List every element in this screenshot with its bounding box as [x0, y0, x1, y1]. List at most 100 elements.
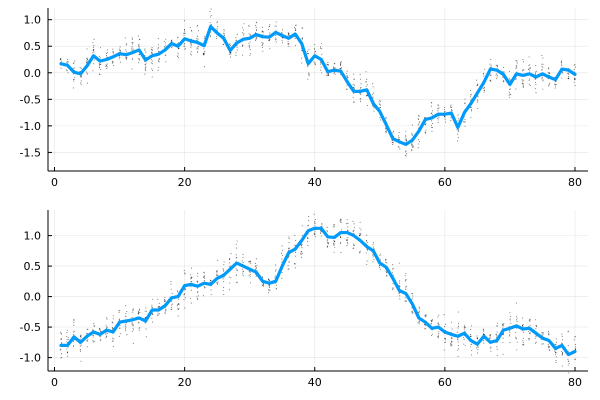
top-sample-point: [430, 112, 432, 115]
bottom-sample-point: [528, 330, 530, 332]
bottom-sample-point: [152, 298, 154, 300]
top-sample-point: [398, 139, 400, 141]
top-sample-point: [457, 129, 460, 131]
bottom-sample-point: [235, 268, 237, 270]
top-sample-point: [379, 100, 381, 102]
top-sample-point: [321, 48, 323, 50]
top-sample-point: [542, 57, 544, 59]
top-sample-point: [542, 80, 544, 82]
top-sample-point: [529, 84, 531, 86]
bottom-sample-point: [404, 275, 406, 277]
top-sample-point: [515, 68, 517, 70]
bottom-sample-point: [516, 349, 518, 351]
bottom-sample-point: [424, 324, 426, 326]
bottom-sample-point: [137, 311, 139, 313]
top-sample-point: [112, 51, 115, 53]
bottom-sample-point: [451, 338, 453, 340]
top-sample-point: [417, 118, 419, 120]
top-sample-point: [405, 150, 407, 152]
top-sample-point: [451, 110, 453, 112]
top-sample-point: [419, 121, 421, 123]
top-y-tick-label: -1.5: [20, 146, 41, 159]
top-sample-point: [464, 102, 466, 104]
bottom-sample-point: [555, 341, 557, 344]
top-sample-point: [359, 87, 362, 89]
bottom-sample-point: [450, 321, 452, 323]
top-sample-point: [210, 36, 212, 38]
bottom-sample-point: [346, 239, 348, 242]
top-sample-point: [314, 63, 316, 65]
top-sample-point: [105, 53, 108, 55]
bottom-sample-point: [496, 335, 498, 337]
top-sample-point: [112, 60, 114, 62]
top-sample-point: [555, 84, 557, 86]
top-sample-point: [125, 51, 128, 53]
bottom-sample-point: [502, 353, 504, 355]
bottom-sample-point: [502, 342, 504, 344]
top-sample-point: [307, 78, 309, 80]
bottom-sample-point: [535, 319, 537, 321]
top-sample-point: [425, 129, 427, 131]
top-sample-point: [255, 37, 258, 40]
top-sample-point: [450, 109, 453, 111]
top-sample-point: [418, 115, 420, 117]
bottom-sample-point: [73, 320, 75, 322]
bottom-sample-point: [554, 354, 557, 356]
bottom-sample-point: [471, 349, 473, 352]
bottom-sample-point: [502, 325, 504, 327]
top-sample-point: [177, 43, 179, 45]
bottom-sample-point: [561, 365, 563, 367]
top-sample-point: [574, 79, 576, 81]
bottom-sample-point: [300, 254, 302, 256]
bottom-sample-point: [125, 330, 127, 332]
bottom-sample-point: [66, 329, 68, 331]
bottom-sample-point: [340, 219, 342, 221]
bottom-sample-point: [145, 310, 147, 312]
bottom-sample-point: [157, 298, 159, 300]
top-sample-point: [496, 66, 499, 68]
bottom-sample-point: [438, 333, 440, 335]
bottom-sample-point: [281, 277, 283, 280]
bottom-sample-point: [515, 338, 517, 340]
bottom-sample-point: [495, 336, 498, 338]
bottom-sample-point: [418, 306, 420, 308]
top-sample-point: [372, 86, 374, 88]
bottom-sample-point: [132, 308, 134, 310]
top-sample-point: [380, 119, 382, 121]
top-sample-point: [353, 92, 355, 94]
top-sample-point: [79, 66, 81, 68]
top-sample-point: [522, 81, 524, 83]
bottom-sample-point: [339, 241, 342, 243]
top-sample-point: [216, 35, 218, 37]
bottom-sample-point: [437, 335, 439, 337]
top-sample-point: [457, 120, 459, 122]
top-sample-point: [144, 68, 146, 70]
bottom-sample-point: [451, 341, 453, 343]
top-sample-point: [92, 49, 95, 52]
bottom-sample-point: [489, 337, 491, 339]
top-sample-point: [242, 45, 244, 47]
bottom-sample-point: [138, 328, 140, 330]
top-sample-point: [125, 57, 127, 59]
top-sample-point: [308, 74, 310, 76]
bottom-sample-point: [287, 269, 289, 271]
top-sample-point: [100, 63, 102, 65]
bottom-sample-point: [86, 340, 89, 342]
bottom-sample-point: [157, 305, 159, 307]
top-sample-point: [99, 57, 101, 59]
top-sample-point: [158, 51, 160, 53]
top-sample-point: [268, 39, 270, 41]
top-sample-point: [80, 75, 82, 77]
bottom-sample-point: [216, 273, 218, 276]
bottom-sample-point: [372, 261, 374, 263]
bottom-sample-point: [522, 340, 524, 342]
top-sample-point: [575, 66, 577, 68]
bottom-sample-point: [66, 338, 68, 340]
bottom-sample-point: [352, 247, 354, 249]
bottom-sample-point: [249, 271, 251, 273]
top-sample-point: [515, 88, 517, 90]
bottom-sample-point: [352, 220, 354, 222]
top-sample-point: [144, 63, 146, 66]
top-sample-point: [294, 29, 296, 31]
bottom-sample-point: [353, 229, 355, 231]
